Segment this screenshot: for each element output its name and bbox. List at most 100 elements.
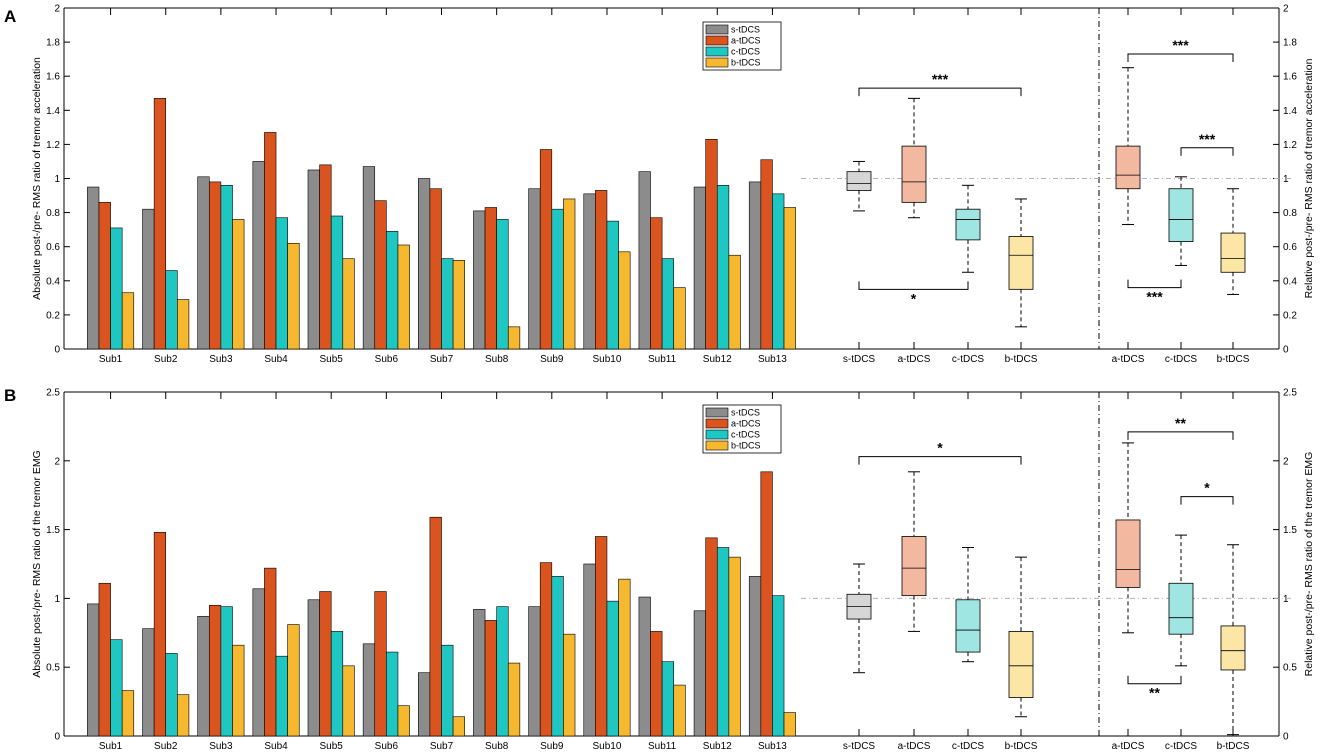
bar-a-tDCS — [153, 532, 167, 737]
bar-b-tDCS — [397, 705, 410, 737]
bar-b-tDCS — [563, 198, 576, 350]
x-tick-label: Sub1 — [99, 741, 123, 752]
bar-a-tDCS — [760, 471, 773, 737]
bar-a-tDCS — [264, 567, 277, 737]
box-a-tDCS — [901, 145, 927, 203]
bar-s-tDCS — [197, 176, 210, 350]
x-tick-label-abs-a: a-tDCS — [898, 354, 931, 365]
x-tick-label-rel-a: c-tDCS — [1165, 354, 1198, 365]
x-tick-label: Sub9 — [540, 354, 564, 365]
legend-label: a-tDCS — [731, 36, 761, 46]
box-a-tDCS — [1115, 145, 1141, 190]
bar-s-tDCS — [197, 615, 210, 737]
panel-b: 0 0.5 1 1.5 2 2.5 0 0.5 1 1.5 2 2.5 Absolute post-/p… — [31, 388, 1315, 753]
bar-a-tDCS — [484, 620, 497, 737]
bar-s-tDCS — [748, 181, 762, 350]
bar-b-tDCS — [121, 690, 135, 737]
bar-c-tDCS — [330, 631, 344, 737]
significance-bracket-rel-b — [1127, 431, 1234, 440]
x-tick-label: Sub4 — [264, 354, 288, 365]
box-c-tDCS — [955, 599, 981, 653]
bar-a-tDCS — [429, 516, 442, 737]
bar-c-tDCS — [661, 661, 675, 737]
bar-s-tDCS — [142, 628, 155, 737]
y-axis-label-left: Absolute post-/pre- RMS ratio of the tre… — [31, 450, 43, 678]
significance-stars-abs-a: *** — [932, 71, 949, 87]
bar-a-tDCS — [374, 591, 387, 737]
box-c-tDCS — [955, 208, 981, 241]
bar-s-tDCS — [583, 563, 596, 737]
legend-label: b-tDCS — [731, 441, 761, 451]
y-tick-label-left: 1.6 — [46, 72, 60, 83]
significance-stars-rel-b: ** — [1149, 685, 1160, 701]
x-tick-label-rel-b: a-tDCS — [1112, 741, 1145, 752]
bar-b-tDCS — [507, 662, 521, 737]
x-tick-label: Sub6 — [375, 354, 399, 365]
bar-b-tDCS — [232, 219, 245, 350]
bar-s-tDCS — [473, 609, 486, 737]
y-tick-label-left: 0 — [54, 345, 60, 356]
bar-b-tDCS — [507, 326, 521, 350]
bar-a-tDCS — [539, 149, 553, 350]
bar-b-tDCS — [177, 694, 190, 737]
y-tick-label-right: 1.8 — [1283, 38, 1297, 49]
significance-bracket-abs-b — [858, 456, 1022, 465]
y-tick-label-left: 0.4 — [46, 276, 60, 287]
y-tick-label-right: 1.6 — [1283, 72, 1297, 83]
bar-c-tDCS — [110, 639, 123, 737]
y-tick-label-left: 2 — [54, 456, 60, 467]
y-tick-label-left: 0 — [54, 732, 60, 743]
bar-a-tDCS — [153, 98, 167, 350]
bar-s-tDCS — [362, 643, 376, 737]
x-tick-label: Sub9 — [540, 741, 564, 752]
bar-s-tDCS — [638, 171, 651, 350]
legend-swatch-s-tDCS — [705, 407, 729, 418]
legend-swatch-a-tDCS — [705, 35, 729, 46]
bar-a-tDCS — [319, 164, 332, 350]
box-a-tDCS — [901, 536, 927, 597]
bar-s-tDCS — [528, 606, 541, 737]
x-tick-label: Sub8 — [485, 741, 509, 752]
x-tick-label: Sub6 — [375, 741, 399, 752]
x-tick-label: Sub1 — [99, 354, 123, 365]
box-b-tDCS — [1008, 236, 1034, 290]
bar-a-tDCS — [429, 188, 442, 350]
y-tick-label-left: 1.5 — [46, 525, 60, 536]
x-tick-label: Sub12 — [703, 354, 732, 365]
bar-c-tDCS — [441, 258, 454, 350]
legend-swatch-s-tDCS — [705, 24, 729, 35]
bar-b-tDCS — [232, 644, 245, 737]
box-s-tDCS — [846, 171, 872, 191]
panel-a: 0 0.2 0.4 0.6 0.8 1 1.2 1.4 1.6 1.8 2 0 0.2 0.4 0.6 0.8… — [31, 4, 1315, 366]
bar-c-tDCS — [661, 258, 675, 350]
significance-bracket-abs-a — [858, 281, 969, 290]
bar-c-tDCS — [386, 651, 399, 737]
significance-bracket-rel-a — [1180, 147, 1234, 156]
bar-c-tDCS — [551, 208, 564, 350]
bar-b-tDCS — [728, 254, 741, 350]
bar-b-tDCS — [728, 556, 741, 737]
significance-stars-rel-a: *** — [1146, 289, 1163, 305]
x-tick-label: Sub13 — [758, 741, 787, 752]
x-tick-label: Sub5 — [320, 354, 344, 365]
y-tick-label-left: 1.8 — [46, 38, 60, 49]
bar-s-tDCS — [693, 610, 706, 737]
bar-c-tDCS — [165, 653, 178, 737]
x-tick-label: Sub12 — [703, 741, 732, 752]
y-tick-label-right: 1 — [1283, 174, 1289, 185]
bar-c-tDCS — [330, 215, 344, 350]
bar-b-tDCS — [452, 716, 466, 737]
y-tick-label-right: 0.8 — [1283, 208, 1297, 219]
y-tick-label-left: 1.2 — [46, 140, 60, 151]
y-tick-label-left: 0.6 — [46, 242, 60, 253]
bar-c-tDCS — [275, 655, 288, 737]
bar-c-tDCS — [220, 185, 233, 350]
legend-label: s-tDCS — [731, 408, 760, 418]
y-axis-label-left: Absolute post-/pre- RMS ratio of tremor … — [31, 57, 43, 300]
bar-b-tDCS — [177, 299, 190, 350]
x-tick-label-abs-b: c-tDCS — [952, 741, 985, 752]
y-tick-label-right: 2.5 — [1283, 388, 1297, 399]
bar-b-tDCS — [783, 207, 796, 350]
x-tick-label: Sub3 — [209, 354, 233, 365]
bar-a-tDCS — [208, 604, 222, 737]
